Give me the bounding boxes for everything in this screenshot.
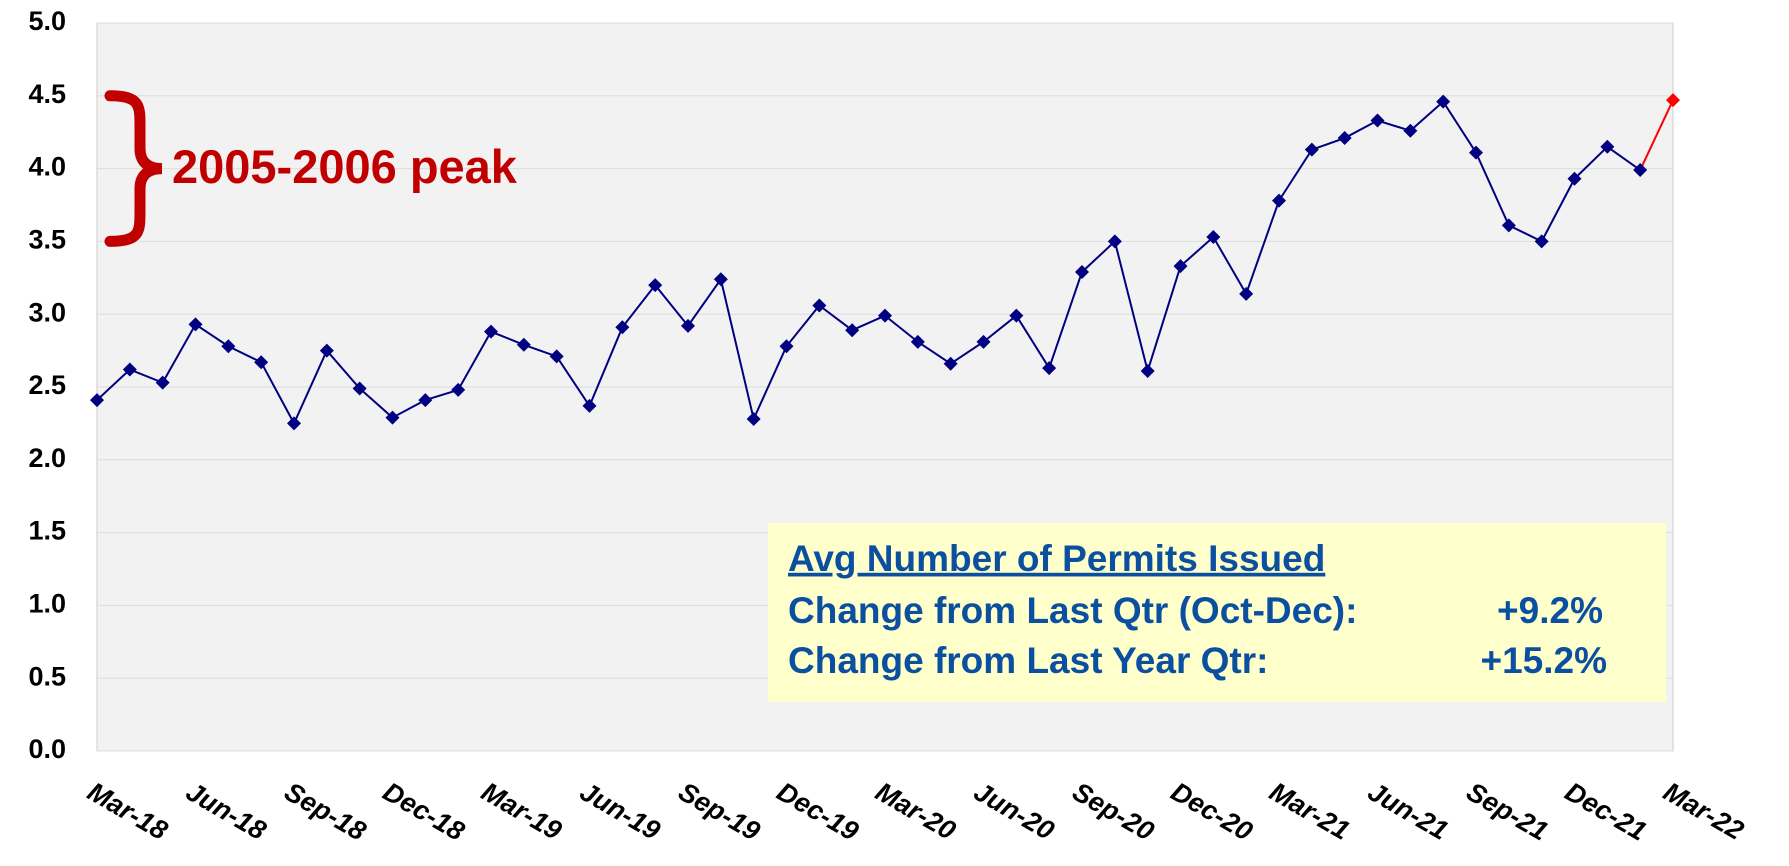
x-tick-label: Sep-20	[1067, 776, 1159, 846]
data-point	[155, 375, 170, 390]
data-point	[287, 416, 301, 431]
data-point	[713, 272, 728, 287]
data-point	[451, 382, 466, 397]
x-tick-label: Mar-20	[870, 776, 960, 846]
data-point	[1009, 308, 1024, 323]
y-tick-label: 0.0	[28, 734, 66, 764]
data-point	[1666, 93, 1680, 108]
data-point	[615, 320, 630, 335]
data-point	[1042, 361, 1057, 376]
y-tick-label: 4.5	[28, 79, 66, 109]
x-tick-label: Dec-21	[1560, 776, 1652, 846]
data-point	[1436, 94, 1451, 109]
data-point	[910, 334, 925, 349]
data-point	[122, 362, 137, 377]
data-point	[254, 355, 269, 370]
data-point	[976, 334, 991, 349]
x-tick-label: Sep-19	[673, 776, 765, 846]
data-point	[1304, 142, 1319, 157]
data-point	[1272, 193, 1286, 208]
data-point	[1600, 139, 1615, 154]
x-tick-label: Jun-19	[575, 776, 665, 845]
y-tick-label: 1.5	[28, 516, 66, 546]
data-point	[385, 410, 400, 425]
data-point	[648, 278, 663, 293]
grid	[97, 22, 1673, 752]
y-tick-label: 4.0	[28, 152, 66, 182]
series	[90, 93, 1680, 431]
x-tick-label: Jun-21	[1363, 776, 1453, 845]
data-point	[943, 356, 958, 371]
info-box-title: Avg Number of Permits Issued	[788, 538, 1325, 579]
data-point	[1370, 113, 1385, 128]
y-tick-label: 2.0	[28, 443, 66, 473]
x-tick-label: Mar-21	[1264, 776, 1354, 846]
y-tick-label: 2.5	[28, 370, 66, 400]
data-point	[845, 323, 860, 338]
data-point	[681, 318, 695, 333]
data-point	[746, 412, 761, 427]
data-point	[1403, 123, 1418, 138]
annotation: 2005-2006 peak	[104, 90, 518, 247]
data-point	[1075, 264, 1089, 279]
data-point	[779, 339, 794, 354]
data-point	[1206, 230, 1221, 245]
data-point	[188, 317, 203, 332]
data-point	[1140, 363, 1155, 378]
info-box-value: +9.2%	[1497, 590, 1603, 631]
info-box-label: Change from Last Qtr (Oct-Dec):	[788, 590, 1357, 631]
data-point	[221, 339, 236, 354]
info-box-value: +15.2%	[1480, 640, 1607, 681]
data-point	[878, 308, 892, 323]
x-tick-label: Mar-18	[82, 776, 172, 846]
y-tick-label: 3.0	[28, 297, 66, 327]
data-point	[1239, 286, 1254, 301]
data-point	[352, 381, 367, 396]
data-point	[1534, 234, 1549, 249]
data-point	[582, 398, 597, 413]
data-point	[1567, 171, 1582, 186]
x-tick-label: Mar-19	[476, 776, 566, 846]
data-point	[549, 349, 564, 364]
x-tick-label: Jun-18	[181, 776, 271, 845]
y-tick-label: 5.0	[28, 6, 66, 36]
y-tick-label: 0.5	[28, 661, 66, 691]
data-point	[1337, 131, 1352, 146]
data-point	[516, 337, 531, 352]
latest-segment	[1639, 99, 1674, 171]
data-point	[319, 343, 334, 358]
data-point	[1469, 145, 1483, 160]
x-tick-label: Mar-22	[1658, 776, 1748, 846]
data-point	[484, 324, 498, 339]
x-tick-label: Dec-18	[378, 776, 470, 846]
x-tick-label: Sep-18	[279, 776, 371, 846]
y-tick-label: 1.0	[28, 589, 66, 619]
data-point	[1173, 259, 1188, 274]
info-box-background	[768, 523, 1666, 702]
x-tick-label: Dec-19	[772, 776, 864, 846]
y-tick-label: 3.5	[28, 225, 66, 255]
info-box-label: Change from Last Year Qtr:	[788, 640, 1268, 681]
data-point	[1107, 234, 1122, 249]
data-point	[1501, 218, 1516, 233]
x-tick-label: Dec-20	[1166, 776, 1258, 846]
annotation-text: 2005-2006 peak	[172, 140, 518, 193]
data-point	[812, 298, 827, 313]
annotation-brace	[104, 90, 163, 247]
info-box: Avg Number of Permits Issued Change from…	[768, 523, 1666, 702]
x-tick-label: Jun-20	[969, 776, 1059, 845]
data-point	[1633, 163, 1648, 178]
x-tick-label: Sep-21	[1461, 776, 1553, 846]
data-point	[90, 393, 104, 408]
series-line	[96, 100, 1641, 426]
data-point	[418, 393, 433, 408]
